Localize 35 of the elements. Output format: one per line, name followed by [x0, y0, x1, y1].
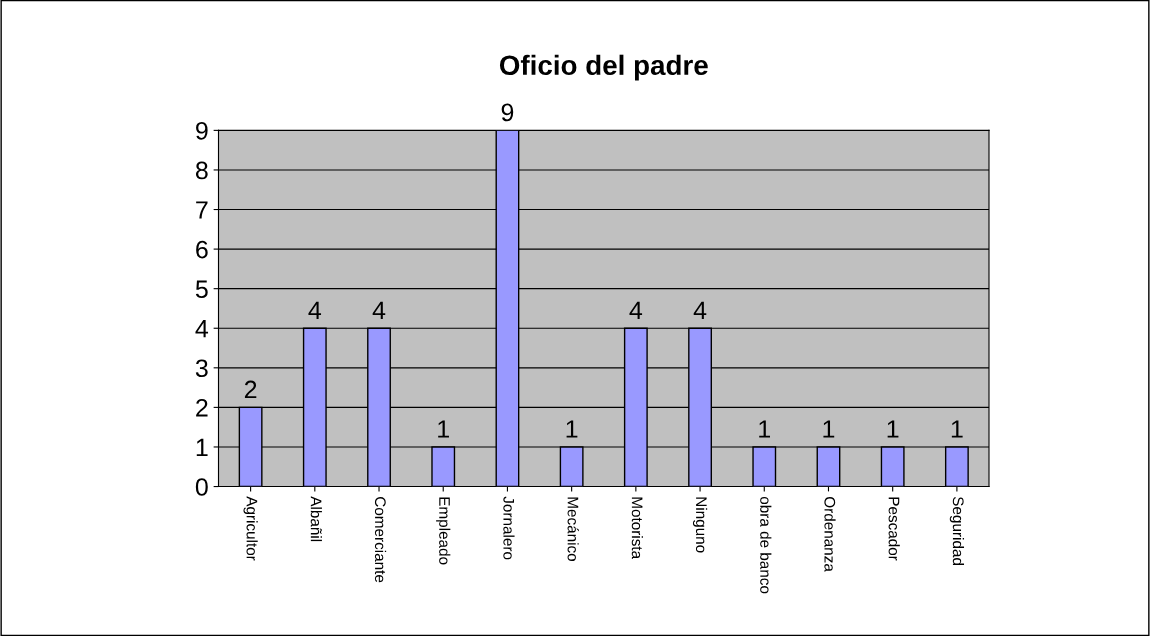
- y-tick-label: 3: [195, 359, 208, 378]
- data-label: 4: [372, 301, 386, 319]
- data-label: 1: [438, 420, 449, 438]
- data-label: 1: [566, 420, 578, 438]
- x-tick-label: Seguridad: [949, 496, 965, 565]
- chart-title: Oficio del padre: [499, 54, 708, 81]
- x-tick-label: Empleado: [436, 497, 451, 565]
- y-tick-label: 4: [195, 320, 209, 338]
- x-tick-label: obra de banco: [760, 496, 772, 594]
- y-tick-label: 6: [196, 240, 208, 259]
- data-label: 1: [887, 420, 899, 438]
- data-label: 4: [693, 301, 707, 319]
- data-label: 4: [308, 301, 322, 319]
- x-tick-label: Ninguno: [692, 497, 708, 553]
- y-tick-label: 8: [195, 161, 208, 180]
- x-tick-label: Pescador: [888, 497, 900, 561]
- x-tick-label: Albañil: [310, 496, 322, 542]
- y-tick-label: 7: [196, 201, 208, 219]
- data-label: 9: [501, 103, 514, 122]
- y-tick-label: 5: [195, 280, 208, 298]
- x-tick-label: Agricultor: [243, 496, 258, 561]
- data-label: 4: [629, 301, 643, 319]
- x-tick-label: Jornalero: [503, 496, 515, 560]
- data-label: 1: [759, 420, 770, 438]
- y-tick-label: 9: [196, 121, 208, 140]
- y-tick-label: 0: [195, 478, 208, 496]
- data-label: 1: [951, 420, 963, 438]
- data-label: 2: [244, 380, 257, 399]
- y-tick-label: 1: [196, 438, 208, 457]
- x-tick-label: Comerciante: [374, 497, 387, 583]
- x-tick-label: Motorista: [631, 497, 643, 560]
- x-tick-label: Mecánico: [567, 497, 579, 562]
- x-tick-label: Ordenanza: [824, 496, 836, 572]
- data-label: 1: [823, 420, 835, 438]
- y-tick-label: 2: [196, 398, 208, 417]
